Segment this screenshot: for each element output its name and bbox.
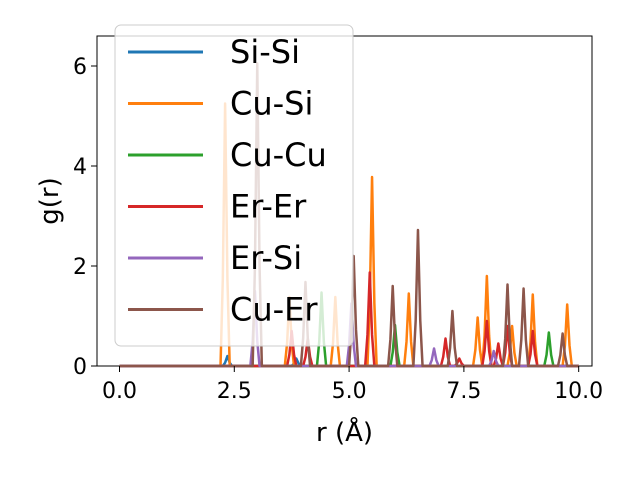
legend-item: Er-Si bbox=[128, 239, 302, 277]
series-layer bbox=[119, 62, 579, 368]
y-tick-label: 2 bbox=[73, 255, 87, 280]
legend-item: Er-Er bbox=[128, 188, 307, 226]
legend-label: Er-Si bbox=[230, 239, 302, 277]
legend-item: Cu-Er bbox=[128, 291, 318, 329]
y-tick-label: 4 bbox=[73, 155, 87, 180]
y-axis: 0 2 4 6 bbox=[73, 55, 97, 380]
x-tick-label: 7.5 bbox=[446, 379, 481, 404]
x-axis: 0.0 2.5 5.0 7.5 10.0 bbox=[102, 366, 603, 404]
x-tick-label: 2.5 bbox=[217, 379, 252, 404]
x-axis-label: r (Å) bbox=[316, 416, 373, 448]
legend-box bbox=[114, 24, 354, 347]
legend: Si-Si Cu-Si Cu-Cu Er-Er Er-Si Cu-Er bbox=[114, 24, 354, 347]
legend-label: Cu-Si bbox=[230, 85, 313, 123]
legend-label: Cu-Cu bbox=[230, 136, 327, 174]
legend-item: Cu-Si bbox=[128, 85, 313, 123]
y-axis-label: g(r) bbox=[35, 177, 65, 224]
y-tick-label: 0 bbox=[73, 355, 87, 380]
legend-label: Cu-Er bbox=[230, 291, 318, 329]
legend-item: Si-Si bbox=[128, 33, 300, 71]
legend-item: Cu-Cu bbox=[128, 136, 327, 174]
x-tick-label: 5.0 bbox=[332, 379, 367, 404]
legend-label: Si-Si bbox=[230, 33, 300, 71]
x-tick-label: 0.0 bbox=[102, 379, 137, 404]
y-tick-label: 6 bbox=[73, 55, 87, 80]
x-tick-label: 10.0 bbox=[554, 379, 603, 404]
legend-label: Er-Er bbox=[230, 188, 307, 226]
